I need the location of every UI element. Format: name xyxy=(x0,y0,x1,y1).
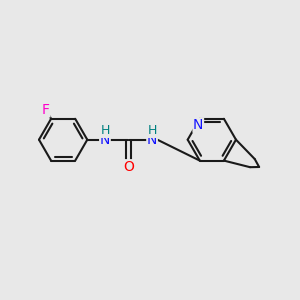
Text: N: N xyxy=(193,118,203,132)
Text: N: N xyxy=(147,133,157,147)
Text: N: N xyxy=(100,133,110,147)
Text: H: H xyxy=(100,124,110,137)
Text: O: O xyxy=(123,160,134,174)
Text: F: F xyxy=(42,103,50,117)
Text: H: H xyxy=(147,124,157,137)
